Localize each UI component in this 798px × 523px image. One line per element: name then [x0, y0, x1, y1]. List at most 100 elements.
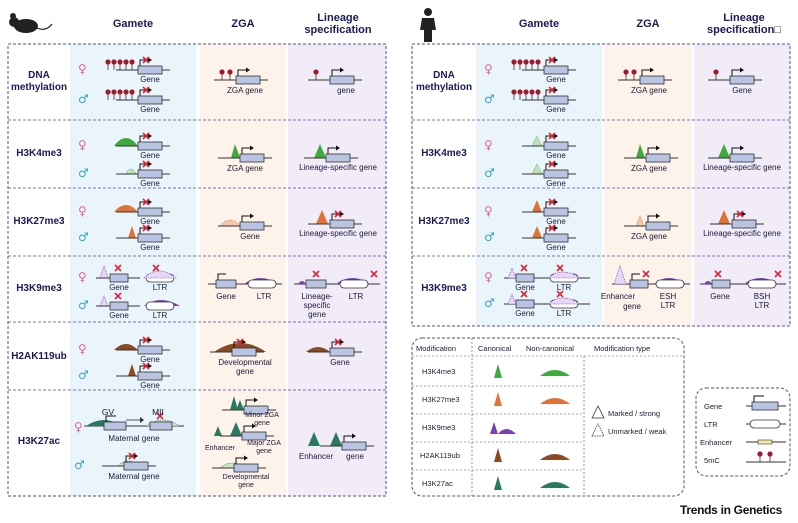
- key-glyphs: [746, 395, 786, 463]
- male-symbol: ♂: [78, 230, 89, 244]
- human-k27-lineage: [709, 210, 765, 229]
- label: Gene: [140, 179, 160, 188]
- label: Lineage- specific gene: [301, 292, 333, 319]
- legend-row: H3K4me3: [422, 367, 456, 376]
- mouse-ub-gamete: [114, 336, 171, 381]
- label: Gene: [140, 243, 160, 252]
- mouse-row-ub: H2AK119ub: [11, 351, 67, 362]
- human-k9-gamete: [504, 264, 590, 309]
- label: Gene: [330, 358, 350, 367]
- male-symbol: ♂: [484, 296, 495, 310]
- human-k27-gamete: [521, 198, 577, 243]
- label: GV: [101, 407, 115, 417]
- legend-header-noncanonical: Non-canonical: [526, 344, 574, 353]
- human-icon: [420, 8, 436, 42]
- human-k9-lineage: [700, 270, 786, 289]
- legend-marked: Marked / strong: [608, 409, 661, 418]
- label: Developmental gene: [218, 358, 272, 376]
- mouse-ac-zga: [211, 396, 277, 473]
- label: Gene: [546, 105, 566, 114]
- label: Major ZGA gene: [247, 440, 281, 455]
- label: Gene: [109, 283, 129, 292]
- label: Gene: [140, 381, 160, 390]
- female-symbol: ♀: [78, 62, 87, 76]
- label: Gene: [109, 311, 129, 320]
- male-symbol: ♂: [484, 92, 495, 106]
- mouse-k4-lineage: [303, 144, 359, 163]
- key-5mc: 5mC: [704, 456, 720, 465]
- label: Gene: [140, 217, 160, 226]
- female-symbol: ♀: [78, 204, 87, 218]
- label: Minor ZGA gene: [245, 412, 279, 427]
- label: BSH LTR: [753, 292, 771, 310]
- label: Gene: [515, 309, 535, 318]
- human-header-zga: ZGA: [636, 18, 660, 30]
- label: Gene: [140, 355, 160, 364]
- label: Lineage-specific gene: [703, 229, 781, 238]
- mouse-ac-lineage: [308, 432, 375, 451]
- mouse-row-k4: H3K4me3: [16, 148, 62, 159]
- legend-header-modification: Modification: [416, 344, 457, 353]
- legend-row: H3K9me3: [422, 423, 456, 432]
- legend-header-type: Modification type: [594, 344, 651, 353]
- label: Gene: [240, 232, 260, 241]
- label: ZGA gene: [226, 164, 264, 173]
- mouse-header-gamete: Gamete: [112, 18, 154, 30]
- human-lineage-band: [694, 44, 790, 326]
- human-k4-gamete: [521, 132, 577, 179]
- label: LTR: [152, 311, 168, 320]
- male-symbol: ♂: [484, 230, 495, 244]
- label: LTR: [556, 309, 572, 318]
- label: ZGA gene: [630, 232, 668, 241]
- label: Gene: [546, 243, 566, 252]
- label: Enhancer: [298, 452, 334, 461]
- legend-row: H2AK119ub: [420, 451, 460, 460]
- male-symbol: ♂: [78, 368, 89, 382]
- mouse-k4-gamete: [114, 132, 171, 179]
- female-symbol: ♀: [484, 204, 493, 218]
- mouse-header-lineage: Lineage specification: [304, 12, 372, 36]
- label: Gene: [546, 75, 566, 84]
- mouse-gamete-band: [70, 44, 196, 496]
- label: Gene: [732, 86, 752, 95]
- mouse-row-k9: H3K9me3: [16, 283, 62, 294]
- mouse-ac-gamete: [84, 412, 184, 471]
- label: ZGA gene: [630, 86, 668, 95]
- female-symbol: ♀: [78, 138, 87, 152]
- human-row-k9: H3K9me3: [421, 283, 467, 294]
- label: Gene: [546, 217, 566, 226]
- label: LTR: [556, 283, 572, 292]
- journal-brand: Trends in Genetics: [680, 503, 782, 517]
- label: LTR: [348, 292, 364, 301]
- label: ZGA gene: [630, 164, 668, 173]
- mouse-row-dna: DNA methylation: [10, 70, 68, 93]
- female-symbol: ♀: [484, 138, 493, 152]
- female-symbol: ♀: [484, 270, 493, 284]
- label: Lineage-specific gene: [703, 163, 781, 172]
- label: Enhancer: [205, 445, 235, 452]
- female-symbol: ♀: [484, 62, 493, 76]
- key-ltr: LTR: [704, 420, 718, 429]
- male-symbol: ♂: [78, 298, 89, 312]
- human-k9-zga: [612, 265, 690, 289]
- mouse-zga-band: [200, 44, 286, 496]
- label: Gene: [546, 179, 566, 188]
- female-symbol: ♀: [78, 342, 87, 356]
- legend-unmarked: Unmarked / weak: [608, 427, 667, 436]
- label: MII: [152, 407, 164, 417]
- mouse-k27-zga: [217, 213, 273, 231]
- mouse-k9-zga: [208, 273, 282, 289]
- human-k4-lineage: [707, 144, 763, 163]
- legend-row: H3K27ac: [422, 479, 453, 488]
- mouse-k4-zga: [217, 144, 273, 163]
- label: Gene: [710, 292, 730, 301]
- label: Developmental gene: [222, 474, 270, 489]
- key-enhancer: Enhancer: [700, 438, 733, 447]
- mouse-row-ac: H3K27ac: [17, 436, 61, 447]
- label: Lineage-specific gene: [299, 163, 377, 172]
- legend-glyphs: [490, 364, 605, 490]
- label: Gene: [140, 151, 160, 160]
- human-header-gamete: Gamete: [518, 18, 560, 30]
- mouse-row-k27: H3K27me3: [13, 216, 65, 227]
- label: ESH LTR: [659, 292, 677, 310]
